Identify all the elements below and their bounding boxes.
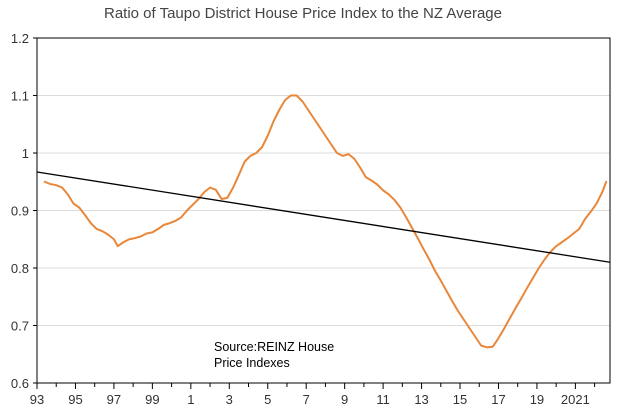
x-tick-label: 13 — [414, 392, 428, 407]
x-tick-label: 5 — [264, 392, 271, 407]
x-tick-label: 93 — [30, 392, 44, 407]
x-tick-label: 9 — [341, 392, 348, 407]
y-axis: 0.6 0.7 0.8 0.9 1 1.1 1.2 — [11, 31, 37, 391]
x-tick-label: 17 — [491, 392, 505, 407]
x-tick-label: 1 — [187, 392, 194, 407]
source-note-line-1: Source:REINZ House — [214, 340, 334, 354]
series-group — [36, 94, 611, 349]
y-tick-label: 1.1 — [11, 89, 29, 104]
x-tick-label: 11 — [376, 392, 390, 407]
x-tick-label: 99 — [145, 392, 159, 407]
chart-title: Ratio of Taupo District House Price Inde… — [104, 5, 502, 22]
y-tick-label: 1 — [22, 146, 29, 161]
gridlines — [37, 95, 610, 326]
source-note: Source:REINZ House Price Indexes — [214, 340, 338, 370]
y-tick-label: 0.6 — [11, 376, 29, 391]
y-tick-label: 0.9 — [11, 204, 29, 219]
x-tick-label: 2021 — [561, 392, 590, 407]
y-tick-label: 0.8 — [11, 261, 29, 276]
trend-line — [36, 171, 611, 263]
x-axis: 93 95 97 99 1 3 5 7 9 11 13 15 17 19 2021 — [30, 383, 596, 407]
x-tick-label: 7 — [303, 392, 310, 407]
x-tick-label: 3 — [226, 392, 233, 407]
ratio-series-line — [43, 94, 608, 349]
source-note-line-2: Price Indexes — [214, 356, 290, 370]
x-tick-label: 97 — [107, 392, 121, 407]
y-tick-label: 1.2 — [11, 31, 29, 46]
x-tick-label: 19 — [530, 392, 544, 407]
y-tick-label: 0.7 — [11, 319, 29, 334]
x-tick-label: 95 — [68, 392, 82, 407]
x-tick-label: 15 — [453, 392, 467, 407]
